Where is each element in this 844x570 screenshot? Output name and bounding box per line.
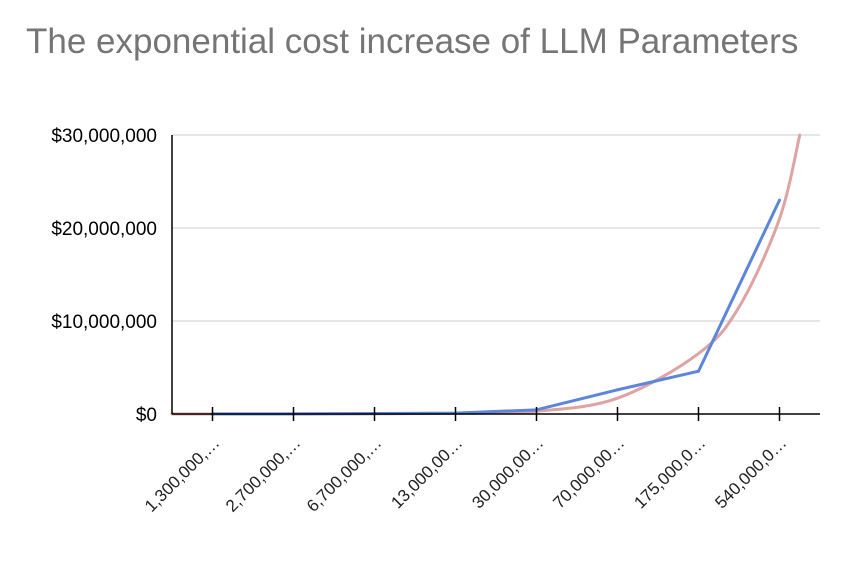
x-tick-label: 1,300,000,…: [141, 433, 223, 515]
x-tick-label: 6,700,000,…: [303, 433, 385, 515]
axes: [171, 135, 820, 421]
x-tick-label: 30,000,00…: [468, 433, 547, 512]
trendline: [170, 133, 802, 416]
series-layer: [211, 198, 781, 416]
chart-title: The exponential cost increase of LLM Par…: [26, 22, 799, 61]
x-axis-tick-labels: 1,300,000,…2,700,000,…6,700,000,… 13,000,…: [141, 433, 790, 515]
data-point: [778, 198, 781, 202]
x-tick-label: 13,000,00…: [387, 433, 466, 512]
y-tick-label: $0: [136, 405, 157, 426]
data-point: [697, 369, 700, 373]
x-tick-label: 70,000,00…: [549, 433, 628, 512]
gridlines: [172, 134, 820, 322]
y-tick-label: $10,000,000: [51, 312, 157, 333]
data-point: [616, 388, 619, 392]
y-axis-tick-labels: $0 $10,000,000 $20,000,000 $30,000,000: [51, 126, 157, 426]
y-tick-label: $20,000,000: [51, 219, 157, 240]
y-tick-label: $30,000,000: [51, 126, 157, 147]
x-tick-label: 540,000,0…: [711, 433, 790, 512]
series-line: [212, 199, 781, 416]
x-tick-label: 175,000,0…: [630, 433, 709, 512]
trendline-layer: [170, 133, 802, 416]
x-tick-label: 2,700,000,…: [222, 433, 304, 515]
